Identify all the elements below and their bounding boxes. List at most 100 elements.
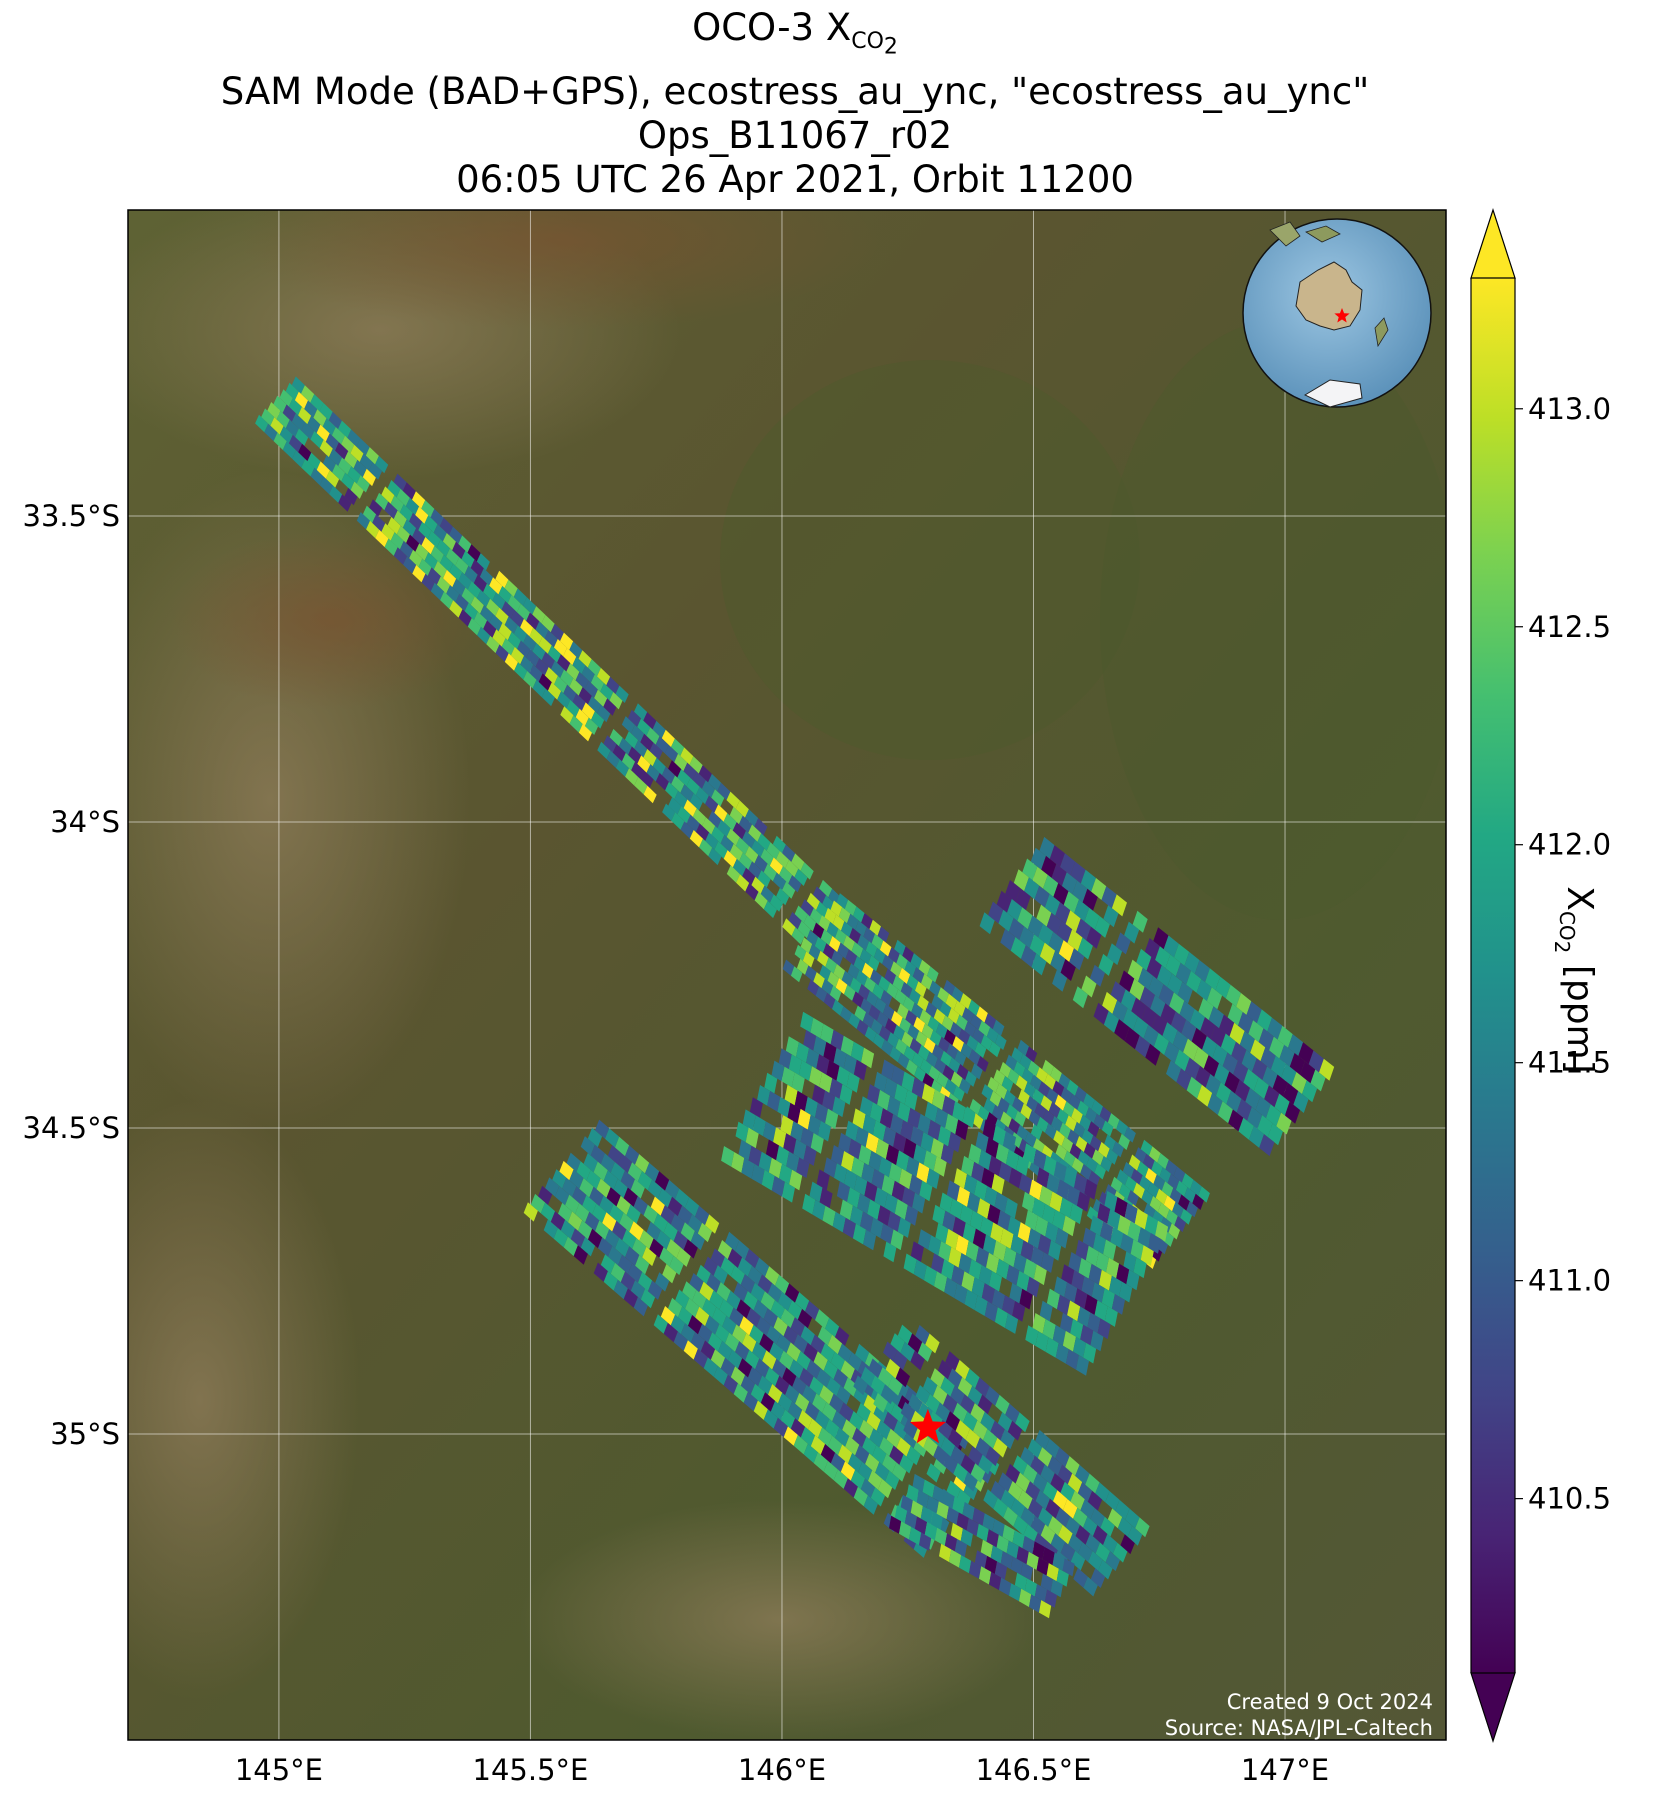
sounding-cell-a: [285, 419, 299, 438]
sounding-cell-f: [1093, 1525, 1108, 1546]
sounding-cell-b: [884, 968, 896, 985]
sounding-cell-e: [797, 1309, 813, 1329]
sounding-cell-d: [974, 1180, 988, 1201]
sounding-cell-e: [737, 1257, 753, 1277]
sounding-cell-g: [926, 1495, 939, 1514]
sounding-cell-b: [1029, 1159, 1041, 1176]
sounding-cell-b: [903, 996, 915, 1013]
sounding-cell-a: [732, 858, 747, 877]
sounding-cell-e: [530, 1193, 546, 1214]
sounding-cell-f: [1050, 1473, 1065, 1493]
sounding-cell-d: [1110, 1227, 1124, 1248]
sounding-cell-f: [983, 1429, 998, 1449]
sounding-cell-d: [1016, 1270, 1030, 1292]
sounding-cell-d: [1061, 1264, 1075, 1285]
sounding-cell-b: [894, 989, 907, 1006]
sounding-cell-b: [1007, 1068, 1020, 1085]
sounding-cell-a: [285, 382, 299, 401]
sounding-cell-b: [933, 1008, 946, 1025]
sounding-cell-d: [1127, 1221, 1141, 1242]
sounding-cell-a: [322, 418, 336, 436]
sounding-cell-e: [688, 1315, 703, 1335]
sounding-cell-f: [925, 1393, 940, 1414]
sounding-cell-e: [668, 1297, 683, 1318]
sounding-cell-d: [826, 1060, 840, 1081]
sounding-cell-f: [945, 1351, 960, 1371]
sounding-cell-c: [1172, 1030, 1188, 1053]
sounding-cell-e: [643, 1204, 658, 1225]
sounding-cell-a: [578, 724, 592, 742]
sounding-cell-d: [752, 1115, 766, 1137]
sounding-cell-d: [1068, 1252, 1082, 1273]
sounding-cell-d: [1057, 1294, 1071, 1316]
sounding-cell-e: [773, 1316, 788, 1337]
sounding-cell-b: [871, 933, 884, 950]
sounding-cell-e: [642, 1246, 657, 1267]
sounding-cell-f: [1103, 1534, 1118, 1554]
sounding-cell-e: [593, 1262, 608, 1282]
sounding-cell-d: [1026, 1276, 1040, 1298]
sounding-cell-b: [941, 1015, 954, 1032]
sounding-cell-a: [520, 618, 534, 637]
sounding-cell-c: [1245, 1087, 1261, 1110]
sounding-cell-d: [831, 1145, 845, 1166]
sounding-cell-f: [977, 1394, 993, 1415]
sounding-cell-a: [439, 517, 453, 536]
sounding-cell-e: [627, 1162, 643, 1182]
sounding-cell-d: [911, 1077, 925, 1099]
credit-created: Created 9 Oct 2024: [1226, 1690, 1433, 1714]
sounding-cell-b: [956, 1064, 969, 1081]
sounding-cell-d: [839, 1199, 853, 1221]
sounding-cell-b: [931, 994, 944, 1011]
sounding-cell-a: [649, 742, 663, 760]
sounding-cell-a: [301, 422, 315, 440]
sounding-cell-a: [282, 441, 296, 459]
sounding-cell-e: [763, 1308, 778, 1328]
sounding-cell-c: [1015, 888, 1031, 911]
sounding-cell-a: [680, 821, 694, 839]
sounding-cell-a: [455, 557, 469, 575]
sounding-cell-c: [1112, 1000, 1128, 1023]
sounding-cell-a: [772, 872, 787, 890]
sounding-cell-e: [730, 1265, 745, 1285]
sounding-cell-a: [609, 728, 623, 747]
sounding-cell-b: [825, 957, 837, 974]
sounding-cell-e: [700, 1340, 716, 1360]
sounding-cell-b: [1016, 1124, 1029, 1141]
sounding-cell-a: [757, 833, 771, 851]
sounding-cell-b: [870, 969, 882, 986]
sounding-cell-e: [600, 1153, 615, 1173]
sounding-cell-e: [762, 1350, 777, 1370]
sounding-cell-a: [504, 579, 518, 597]
sounding-cell-d: [1012, 1301, 1026, 1322]
lon-tick-label: 146°E: [738, 1753, 826, 1787]
title-line-2: SAM Mode (BAD+GPS), ecostress_au_ync, "e…: [220, 69, 1370, 113]
sounding-cell-d: [872, 1120, 886, 1141]
sounding-cell-d: [1022, 1191, 1035, 1213]
sounding-cell-f: [1060, 1541, 1076, 1562]
sounding-cell-e: [743, 1391, 758, 1412]
sounding-cell-g: [982, 1513, 995, 1532]
sounding-cell-e: [836, 1385, 851, 1405]
sounding-cell-a: [513, 625, 528, 643]
sounding-cell-e: [580, 1237, 596, 1257]
sounding-cell-a: [538, 673, 552, 691]
sounding-cell-c: [1060, 853, 1076, 876]
sounding-cell-g: [1052, 1552, 1065, 1571]
sounding-cell-e: [823, 1460, 838, 1481]
sounding-cell-d: [906, 1156, 920, 1178]
sounding-cell-e: [853, 1385, 868, 1406]
sounding-cell-b: [1110, 1176, 1123, 1193]
sounding-cell-c: [1238, 1117, 1254, 1140]
sounding-cell-c: [1000, 928, 1016, 951]
sounding-cell-e: [830, 1452, 846, 1472]
sounding-cell-d: [1137, 1227, 1151, 1248]
sounding-cell-b: [895, 1038, 908, 1055]
sounding-cell-c: [1129, 978, 1145, 1001]
sounding-cell-c: [1139, 986, 1155, 1009]
sounding-cell-d: [800, 1127, 814, 1148]
sounding-cell-c: [1293, 1091, 1309, 1113]
sounding-cell-d: [816, 1054, 830, 1075]
sounding-cell-a: [532, 643, 546, 661]
